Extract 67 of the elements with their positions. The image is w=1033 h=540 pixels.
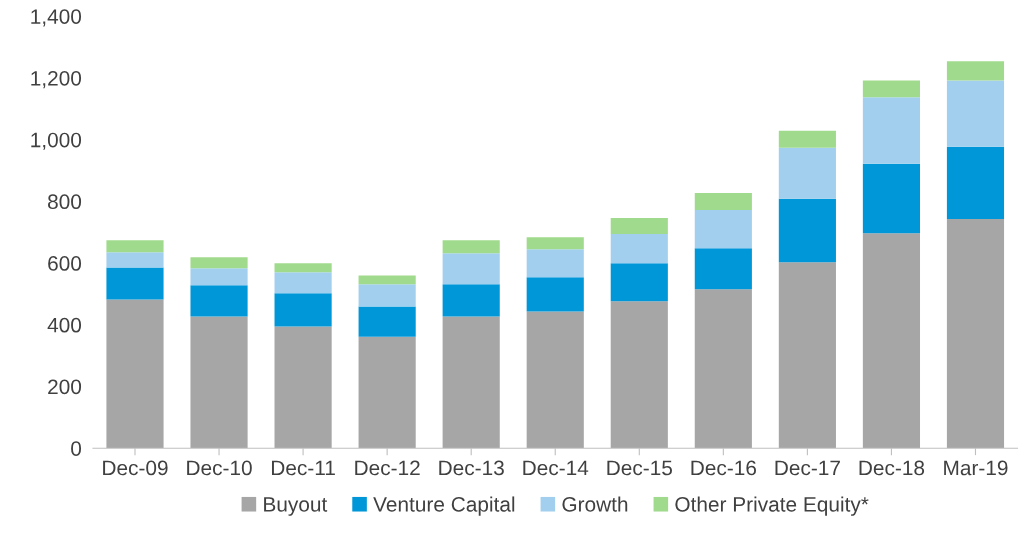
x-tick-label: Dec-15 [607,460,672,476]
bar [778,130,836,148]
bar [274,263,332,273]
bar [862,97,921,164]
bar [190,257,248,269]
bar [106,267,164,300]
bar [946,61,1005,81]
legend-label: Venture Capital [373,496,515,516]
bar [274,272,332,294]
y-tick-label: 400 [47,317,82,333]
bar [358,275,416,285]
bar [694,193,752,210]
legend-label: Other Private Equity* [675,496,869,516]
bar [862,163,921,234]
bar [190,316,248,449]
bar [274,293,332,327]
bar [778,147,836,199]
legend-label: Buyout [264,497,328,516]
x-tick-label: Dec-18 [859,460,925,476]
x-tick-label: Dec-12 [355,460,420,476]
bar [694,248,752,290]
bar [862,80,921,98]
x-tick-label: Mar-19 [944,460,1008,476]
bar [778,262,836,449]
bar [442,253,500,285]
y-tick-label: 600 [48,256,82,271]
bar [526,311,584,449]
bar [442,316,500,449]
bar [442,284,500,317]
y-tick-label: 1,200 [31,70,82,89]
bar [862,233,921,449]
x-tick-label: Dec-17 [775,460,840,476]
x-tick-label: Dec-11 [271,460,335,476]
bar [526,237,584,250]
x-tick-label: Dec-14 [523,460,589,476]
bar [274,326,332,449]
bar [358,284,416,307]
bar [610,234,668,264]
bar [358,336,416,449]
y-tick-label: 200 [48,379,82,395]
bar [778,198,836,263]
x-tick-label: Dec-13 [439,460,504,476]
y-tick-label: 800 [48,194,82,210]
bar [694,289,752,449]
x-tick-label: Dec-09 [103,460,168,476]
bar [946,80,1005,147]
y-tick-label: 0 [71,441,82,456]
bar [442,240,500,254]
x-tick-label: Dec-16 [691,460,756,476]
legend-label: Growth [562,496,628,512]
y-tick-label: 1,000 [31,132,82,150]
bar [946,218,1005,449]
bar [694,209,752,249]
bar [946,146,1005,219]
bar [358,306,416,337]
bar [526,249,584,278]
bar [106,240,164,253]
bar [610,263,668,302]
bar [610,218,668,235]
bar [526,277,584,312]
x-tick-label: Dec-10 [187,460,252,476]
bar [106,299,164,449]
bar [610,301,668,449]
y-tick-label: 1,400 [31,9,82,27]
bar [190,285,248,317]
bar [106,252,164,268]
bar [190,268,248,286]
